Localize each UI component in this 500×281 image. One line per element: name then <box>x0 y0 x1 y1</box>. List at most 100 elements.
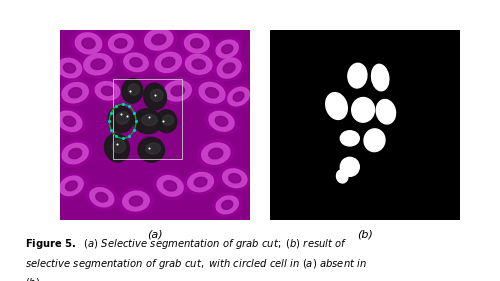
Ellipse shape <box>58 140 92 167</box>
Ellipse shape <box>91 59 105 69</box>
Ellipse shape <box>364 129 385 152</box>
Ellipse shape <box>215 116 228 126</box>
Ellipse shape <box>376 99 396 124</box>
Ellipse shape <box>62 143 88 164</box>
Ellipse shape <box>205 108 238 134</box>
Ellipse shape <box>195 79 229 106</box>
Ellipse shape <box>202 143 230 164</box>
Ellipse shape <box>222 169 247 188</box>
Ellipse shape <box>162 115 173 125</box>
Ellipse shape <box>130 196 142 206</box>
Ellipse shape <box>209 111 234 131</box>
Ellipse shape <box>140 26 177 53</box>
Ellipse shape <box>142 114 158 126</box>
Ellipse shape <box>130 58 142 67</box>
Ellipse shape <box>108 106 134 133</box>
Ellipse shape <box>214 55 244 81</box>
Ellipse shape <box>104 134 130 162</box>
Ellipse shape <box>184 169 218 194</box>
Ellipse shape <box>54 55 86 81</box>
Ellipse shape <box>188 173 214 192</box>
Ellipse shape <box>58 58 82 78</box>
Ellipse shape <box>96 192 108 202</box>
Ellipse shape <box>219 166 250 191</box>
Ellipse shape <box>164 181 176 191</box>
Ellipse shape <box>118 188 154 214</box>
Ellipse shape <box>64 116 76 126</box>
Ellipse shape <box>62 83 88 103</box>
Ellipse shape <box>182 51 216 77</box>
Ellipse shape <box>181 31 213 56</box>
Ellipse shape <box>152 49 186 76</box>
Ellipse shape <box>112 140 126 153</box>
Ellipse shape <box>68 148 82 159</box>
Ellipse shape <box>146 143 160 154</box>
Ellipse shape <box>150 89 163 101</box>
Ellipse shape <box>102 86 114 96</box>
Ellipse shape <box>124 53 148 72</box>
Ellipse shape <box>352 98 374 122</box>
Ellipse shape <box>144 83 167 110</box>
Ellipse shape <box>64 63 76 73</box>
Ellipse shape <box>60 176 83 196</box>
Ellipse shape <box>95 81 120 100</box>
Ellipse shape <box>144 29 173 50</box>
Ellipse shape <box>186 54 212 74</box>
Ellipse shape <box>86 185 118 210</box>
Ellipse shape <box>340 157 359 176</box>
Ellipse shape <box>198 140 234 167</box>
Ellipse shape <box>105 31 137 56</box>
Ellipse shape <box>206 88 218 98</box>
Ellipse shape <box>216 196 238 214</box>
Ellipse shape <box>223 63 235 73</box>
Ellipse shape <box>114 38 127 48</box>
Ellipse shape <box>199 82 225 103</box>
Ellipse shape <box>84 54 112 75</box>
Ellipse shape <box>66 181 78 191</box>
Ellipse shape <box>348 63 367 88</box>
Ellipse shape <box>233 92 244 101</box>
Ellipse shape <box>340 131 359 146</box>
Text: $\mathbf{Figure\ 5.}$$\mathit{\ \ (a)\ Selective\ segmentation\ of\ grab\ cut;\ : $\mathbf{Figure\ 5.}$$\mathit{\ \ (a)\ S… <box>25 237 367 281</box>
Ellipse shape <box>154 173 187 199</box>
Text: (b): (b) <box>357 230 373 239</box>
Ellipse shape <box>157 176 183 196</box>
Ellipse shape <box>213 37 242 61</box>
Ellipse shape <box>228 174 241 183</box>
Ellipse shape <box>82 38 95 49</box>
Ellipse shape <box>336 170 348 183</box>
Ellipse shape <box>372 64 389 91</box>
Ellipse shape <box>128 84 140 95</box>
Ellipse shape <box>217 58 241 78</box>
Ellipse shape <box>164 81 192 101</box>
Ellipse shape <box>228 87 250 106</box>
Ellipse shape <box>216 40 238 58</box>
Ellipse shape <box>68 88 82 98</box>
Ellipse shape <box>160 78 196 104</box>
Ellipse shape <box>108 34 133 53</box>
Ellipse shape <box>80 51 116 78</box>
Ellipse shape <box>184 34 209 53</box>
Ellipse shape <box>194 177 207 187</box>
Ellipse shape <box>213 193 242 216</box>
Ellipse shape <box>138 137 164 162</box>
Ellipse shape <box>57 111 82 132</box>
Ellipse shape <box>222 45 233 53</box>
Ellipse shape <box>90 188 114 207</box>
Ellipse shape <box>156 110 177 133</box>
Ellipse shape <box>192 59 205 69</box>
Ellipse shape <box>208 148 223 159</box>
Ellipse shape <box>171 86 184 96</box>
Ellipse shape <box>224 84 252 109</box>
Ellipse shape <box>190 38 203 48</box>
Text: (a): (a) <box>147 230 163 239</box>
Ellipse shape <box>155 52 182 72</box>
Ellipse shape <box>152 34 166 45</box>
Ellipse shape <box>56 173 87 199</box>
Ellipse shape <box>120 50 152 74</box>
Ellipse shape <box>162 57 175 67</box>
Ellipse shape <box>92 79 124 103</box>
Ellipse shape <box>58 80 92 106</box>
Bar <box>113 80 182 159</box>
Ellipse shape <box>122 78 142 103</box>
